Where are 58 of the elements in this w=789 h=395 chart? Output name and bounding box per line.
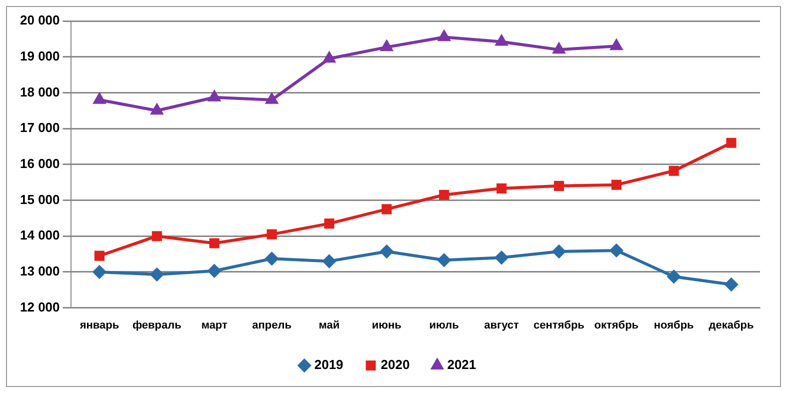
point bbox=[553, 43, 565, 54]
point bbox=[324, 218, 334, 229]
y-tick-label: 13 000 bbox=[20, 264, 60, 279]
point bbox=[208, 264, 221, 278]
point bbox=[439, 190, 450, 200]
x-tick-label: октябрь bbox=[594, 319, 639, 332]
point bbox=[265, 252, 278, 266]
point bbox=[323, 52, 336, 63]
y-tick-label: 15 000 bbox=[20, 192, 60, 207]
point bbox=[209, 238, 220, 248]
point bbox=[94, 93, 106, 104]
point bbox=[380, 245, 394, 258]
point bbox=[266, 93, 278, 104]
point bbox=[380, 40, 392, 52]
y-tick-label: 12 000 bbox=[20, 299, 60, 314]
point bbox=[667, 270, 680, 284]
point bbox=[94, 250, 105, 261]
y-tick-label: 14 000 bbox=[20, 228, 60, 243]
point bbox=[438, 254, 451, 267]
x-tick-label: апрель bbox=[252, 319, 292, 332]
point bbox=[495, 251, 508, 264]
point bbox=[266, 229, 277, 240]
y-tick-label: 17 000 bbox=[20, 120, 60, 136]
y-tick-label: 19 000 bbox=[20, 48, 60, 64]
point bbox=[554, 180, 564, 191]
y-tick-label: 18 000 bbox=[20, 84, 60, 100]
x-tick-label: май bbox=[318, 319, 340, 332]
x-tick-label: декабрь bbox=[708, 319, 754, 332]
x-tick-label: январь bbox=[80, 319, 120, 332]
point bbox=[438, 30, 450, 42]
legend-label: 2019 bbox=[314, 357, 344, 372]
point bbox=[382, 204, 392, 214]
x-tick-label: март bbox=[201, 319, 228, 332]
point bbox=[496, 183, 507, 194]
legend-label: 2020 bbox=[380, 357, 410, 372]
point bbox=[208, 90, 220, 102]
point bbox=[724, 278, 738, 291]
y-tick-label: 16 000 bbox=[20, 156, 60, 171]
point bbox=[322, 254, 336, 268]
x-tick-label: февраль bbox=[132, 319, 182, 332]
x-tick-label: ноябрь bbox=[654, 319, 694, 332]
point bbox=[151, 104, 163, 115]
x-tick-label: июнь bbox=[372, 319, 402, 332]
point bbox=[152, 231, 162, 242]
legend-label: 2021 bbox=[447, 357, 476, 372]
point bbox=[496, 35, 508, 46]
point bbox=[668, 166, 679, 176]
point bbox=[611, 180, 622, 190]
point bbox=[610, 40, 622, 50]
point bbox=[150, 268, 164, 281]
point bbox=[610, 244, 623, 257]
x-tick-label: июль bbox=[429, 319, 460, 332]
y-tick-label: 20 000 bbox=[20, 12, 60, 28]
x-tick-label: сентябрь bbox=[533, 319, 585, 332]
point bbox=[726, 138, 736, 148]
x-tick-label: август bbox=[484, 319, 520, 332]
point bbox=[92, 265, 106, 278]
point bbox=[552, 245, 566, 258]
